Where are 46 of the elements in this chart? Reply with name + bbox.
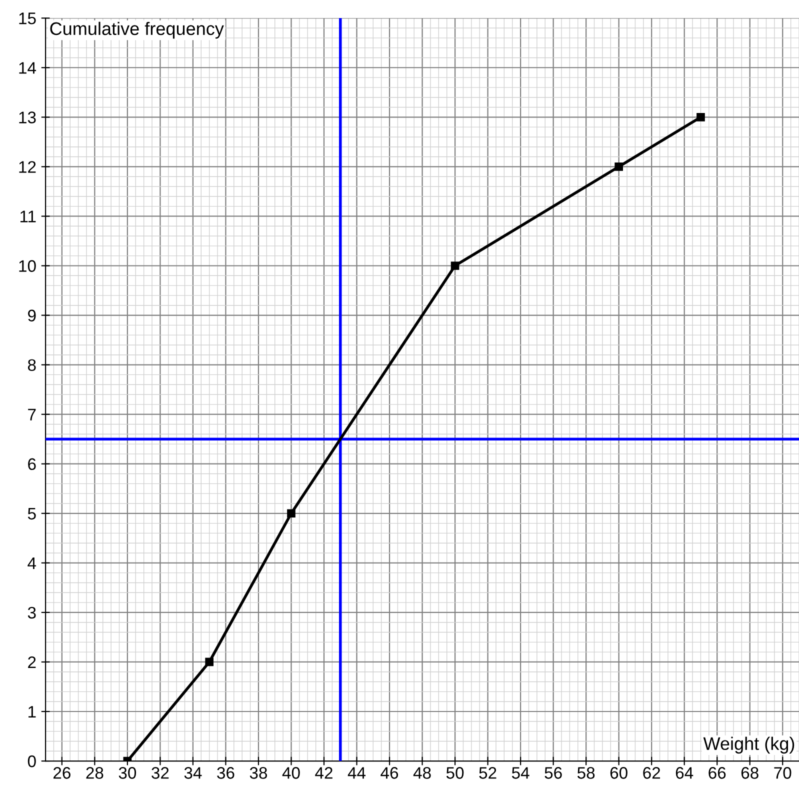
y-tick-label: 9 [28,310,36,322]
y-tick-label: 14 [19,62,36,74]
x-tick-label: 48 [413,767,431,779]
point [614,162,623,171]
y-tick-label: 10 [19,260,36,272]
point [287,509,296,518]
y-tick-label: 3 [28,606,36,619]
y-tick-label: 6 [28,458,36,470]
x-tick-label: 26 [53,767,70,779]
y-tick-label: 2 [28,656,36,668]
x-tick-label: 44 [348,767,366,779]
y-tick-label: 1 [28,706,36,718]
x-tick-label: 58 [577,767,595,779]
y-tick-label: 11 [20,210,36,222]
x-tick-label: 56 [544,767,562,779]
x-tick-label: 64 [676,767,694,779]
x-tick-label: 32 [152,767,169,779]
x-tick-label: 46 [380,767,398,779]
x-tick-label: 42 [315,767,332,779]
x-tick-label: 34 [184,767,202,779]
y-axis-title: Cumulative frequency [50,22,224,39]
x-tick-label: 38 [250,767,268,779]
x-tick-label: 60 [610,767,628,779]
x-tick-label: 68 [741,767,758,779]
x-tick-label: 54 [512,767,530,779]
point [696,112,705,122]
x-tick-label: 36 [217,767,234,779]
x-tick-label: 62 [643,767,660,779]
point [205,658,214,666]
y-tick-label: 15 [19,12,36,24]
y-tick-label: 7 [28,408,36,420]
y-tick-label: 4 [28,557,36,569]
y-tick-label: 13 [19,112,36,124]
x-tick-label: 50 [446,767,464,779]
x-tick-label: 30 [118,767,136,779]
x-axis-title: Weight (kg) [703,736,794,754]
y-tick-label: 5 [28,508,36,520]
x-tick-label: 66 [708,767,726,779]
x-tick-label: 28 [86,767,104,779]
y-tick-label: 8 [28,359,36,372]
x-tick-label: 52 [479,767,496,779]
y-tick-label: 12 [19,161,36,173]
y-tick-label: 0 [28,755,36,768]
x-tick-label: 40 [282,767,300,779]
x-tick-label: 70 [774,767,792,779]
point [450,262,460,270]
